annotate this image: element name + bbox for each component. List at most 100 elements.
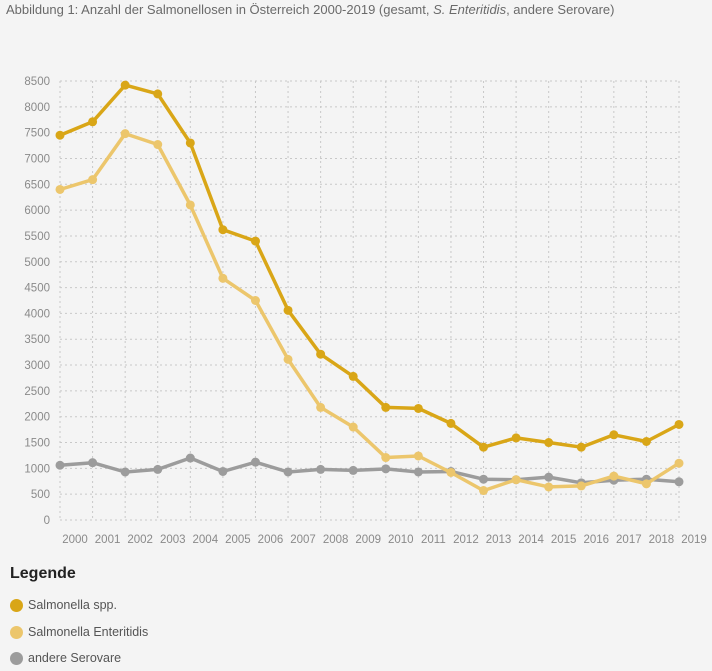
x-tick-label: 2002 [127, 534, 153, 546]
data-point[interactable] [348, 422, 358, 432]
data-point[interactable] [576, 442, 586, 452]
legend-title: Legende [10, 565, 76, 582]
data-point[interactable] [544, 438, 554, 448]
data-point[interactable] [641, 436, 651, 446]
y-tick-label: 4000 [24, 308, 50, 320]
data-point[interactable] [120, 129, 130, 139]
data-point[interactable] [674, 477, 684, 487]
data-point[interactable] [381, 464, 391, 474]
data-point[interactable] [218, 466, 228, 476]
x-tick-label: 2005 [225, 534, 251, 546]
legend-item-spp[interactable]: Salmonella spp. [10, 598, 117, 612]
data-point[interactable] [55, 130, 65, 140]
y-tick-label: 6000 [24, 205, 50, 217]
data-point[interactable] [250, 296, 260, 305]
y-tick-label: 500 [31, 489, 50, 501]
data-point[interactable] [185, 200, 195, 210]
x-tick-label: 2017 [616, 534, 642, 546]
data-point[interactable] [283, 467, 293, 477]
x-tick-label: 2012 [453, 534, 479, 546]
data-point[interactable] [674, 419, 684, 429]
data-point[interactable] [88, 175, 98, 185]
x-tick-label: 2019 [681, 534, 707, 546]
y-tick-label: 1000 [24, 463, 50, 475]
y-tick-label: 3000 [24, 360, 50, 372]
data-point[interactable] [153, 464, 163, 474]
data-point[interactable] [55, 184, 65, 194]
y-tick-label: 2500 [24, 386, 50, 398]
data-point[interactable] [381, 453, 391, 463]
series-line [58, 456, 681, 485]
chart-grid [59, 80, 680, 521]
y-tick-label: 8500 [24, 76, 50, 88]
data-point[interactable] [120, 80, 130, 90]
y-tick-label: 6500 [24, 179, 50, 191]
series-enteritidis [55, 129, 684, 496]
data-point[interactable] [674, 458, 684, 468]
data-point[interactable] [185, 138, 195, 148]
series-line [58, 131, 681, 493]
data-point[interactable] [153, 140, 163, 150]
data-point[interactable] [479, 486, 489, 496]
data-point[interactable] [413, 403, 423, 413]
data-point[interactable] [479, 442, 489, 452]
data-point[interactable] [413, 467, 423, 477]
legend-label-andere: andere Serovare [28, 651, 122, 665]
data-point[interactable] [316, 464, 326, 474]
chart-title-italic: S. Enteritidis [433, 2, 507, 17]
data-point[interactable] [576, 481, 586, 491]
data-point[interactable] [641, 479, 651, 489]
data-point[interactable] [446, 467, 456, 477]
data-point[interactable] [413, 451, 423, 461]
legend-label-spp: Salmonella spp. [28, 598, 117, 612]
data-point[interactable] [316, 402, 326, 412]
data-point[interactable] [218, 273, 228, 283]
y-tick-label: 7000 [24, 153, 50, 165]
legend-dot-spp [10, 598, 23, 612]
data-point[interactable] [381, 402, 391, 412]
y-axis: 0 500 1000 1500 2000 2500 3000 3500 4000 4500 5000… [24, 76, 50, 527]
data-point[interactable] [544, 472, 554, 482]
x-tick-label: 2007 [290, 534, 316, 546]
data-point[interactable] [446, 418, 456, 428]
x-tick-label: 2000 [62, 534, 88, 546]
data-point[interactable] [55, 460, 65, 470]
data-point[interactable] [348, 465, 358, 475]
legend-item-andere[interactable]: andere Serovare [10, 651, 121, 665]
y-tick-label: 2000 [24, 412, 50, 424]
data-point[interactable] [185, 453, 195, 463]
x-tick-label: 2018 [649, 534, 675, 546]
data-point[interactable] [511, 433, 521, 443]
data-point[interactable] [511, 475, 521, 485]
x-tick-label: 2013 [486, 534, 512, 546]
data-point[interactable] [88, 117, 98, 127]
data-point[interactable] [479, 474, 489, 484]
legend-label-enteritidis: Salmonella Enteritidis [28, 625, 149, 639]
legend-item-enteritidis[interactable]: Salmonella Enteritidis [10, 625, 148, 639]
chart-title-prefix: Abbildung 1: Anzahl der Salmonellosen in… [6, 2, 434, 17]
legend-dot-enteritidis [10, 625, 23, 639]
x-tick-label: 2009 [355, 534, 381, 546]
x-tick-label: 2006 [258, 534, 284, 546]
series-spp [55, 80, 684, 452]
data-point[interactable] [544, 482, 554, 492]
chart-series [55, 80, 684, 496]
data-point[interactable] [609, 430, 619, 440]
data-point[interactable] [153, 89, 163, 99]
data-point[interactable] [316, 349, 326, 359]
data-point[interactable] [120, 467, 130, 477]
data-point[interactable] [88, 458, 98, 468]
y-tick-label: 8000 [24, 102, 50, 114]
data-point[interactable] [250, 457, 260, 467]
x-tick-label: 2008 [323, 534, 349, 546]
y-tick-label: 4500 [24, 283, 50, 295]
data-point[interactable] [218, 225, 228, 235]
data-point[interactable] [250, 236, 260, 246]
x-tick-label: 2016 [583, 534, 609, 546]
x-tick-label: 2014 [518, 534, 544, 546]
data-point[interactable] [283, 354, 293, 364]
data-point[interactable] [283, 305, 293, 315]
data-point[interactable] [609, 471, 619, 481]
y-tick-label: 7500 [24, 128, 50, 140]
data-point[interactable] [348, 371, 358, 381]
